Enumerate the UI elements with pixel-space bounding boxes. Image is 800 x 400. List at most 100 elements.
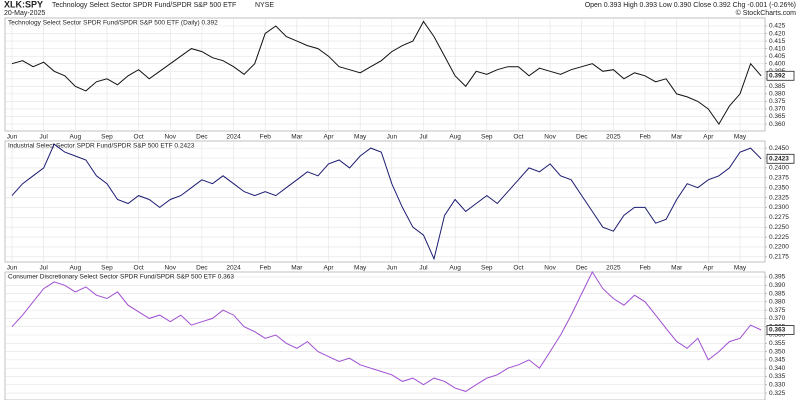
y-tick-label: 0.2400 — [769, 165, 789, 172]
y-tick-label: 0.400 — [769, 60, 786, 67]
y-tick-label: 0.410 — [769, 45, 786, 52]
security-name: Technology Select Sector SPDR Fund/SPDR … — [52, 2, 236, 9]
x-tick-label: Sep — [481, 134, 493, 141]
x-tick-label: May — [734, 134, 747, 141]
x-tick-label: Dec — [576, 134, 588, 141]
y-tick-label: 0.375 — [769, 307, 786, 314]
x-tick-label: Feb — [639, 265, 651, 272]
date: 20-May-2025 — [4, 10, 45, 17]
x-tick-label: Mar — [291, 265, 303, 272]
y-tick-label: 0.2325 — [769, 194, 789, 201]
x-tick-label: 2025 — [606, 134, 621, 141]
y-tick-label: 0.2175 — [769, 254, 789, 261]
x-tick-label: Jun — [7, 134, 18, 141]
y-tick-label: 0.375 — [769, 98, 786, 105]
price-line — [11, 143, 762, 261]
x-tick-label: Feb — [639, 134, 651, 141]
y-tick-label: 0.385 — [769, 290, 786, 297]
y-tick-label: 0.360 — [769, 332, 786, 339]
x-tick-label: Jul — [39, 134, 48, 141]
x-tick-label: 2025 — [606, 265, 621, 272]
x-tick-label: Nov — [544, 134, 556, 141]
last-value-box — [766, 70, 795, 81]
x-tick-label: Apr — [703, 265, 714, 272]
x-tick-label: Sep — [481, 265, 493, 272]
y-tick-label: 0.385 — [769, 83, 786, 90]
panel-frame — [4, 140, 766, 263]
y-tick-label: 0.2200 — [769, 244, 789, 251]
y-tick-label: 0.395 — [769, 274, 786, 281]
last-value-label: 0.392 — [769, 73, 786, 80]
symbol: XLK:SPY — [4, 0, 43, 9]
y-tick-label: 0.2250 — [769, 224, 789, 231]
last-value-box — [766, 325, 795, 335]
x-tick-label: Mar — [291, 134, 303, 141]
y-tick-label: 0.335 — [769, 373, 786, 380]
x-tick-label: Apr — [323, 265, 334, 272]
x-tick-label: Nov — [164, 134, 176, 141]
price-line — [11, 20, 762, 126]
y-tick-label: 0.420 — [769, 30, 786, 37]
last-value-label: 0.2423 — [769, 156, 789, 163]
x-tick-label: 2024 — [226, 265, 241, 272]
y-tick-label: 0.2350 — [769, 184, 789, 191]
y-tick-label: 0.340 — [769, 365, 786, 372]
x-tick-label: Sep — [101, 265, 113, 272]
x-tick-label: Jul — [419, 134, 428, 141]
quote: Open 0.393 High 0.393 Low 0.390 Close 0.… — [585, 2, 796, 9]
y-tick-label: 0.350 — [769, 348, 786, 355]
x-tick-label: Jul — [419, 265, 428, 272]
price-line — [11, 270, 762, 392]
y-tick-label: 0.365 — [769, 113, 786, 120]
x-tick-label: Feb — [260, 134, 272, 141]
last-value-label: 0.363 — [769, 327, 786, 334]
panel-title: Technology Select Sector SPDR Fund/SPDR … — [8, 20, 218, 27]
x-tick-label: Nov — [544, 265, 556, 272]
x-tick-label: Sep — [101, 134, 113, 141]
x-tick-label: Feb — [260, 265, 272, 272]
x-tick-label: Aug — [449, 134, 461, 141]
x-tick-label: Apr — [703, 134, 714, 141]
y-tick-label: 0.380 — [769, 299, 786, 306]
y-tick-label: 0.390 — [769, 282, 786, 289]
x-tick-label: Apr — [323, 134, 334, 141]
y-tick-label: 0.355 — [769, 340, 786, 347]
y-tick-label: 0.380 — [769, 91, 786, 98]
x-tick-label: Mar — [671, 265, 683, 272]
y-tick-label: 0.2450 — [769, 145, 789, 152]
y-tick-label: 0.2300 — [769, 204, 789, 211]
x-tick-label: Oct — [513, 134, 523, 141]
panel-title: Industrial Select Sector SPDR Fund/SPDR … — [8, 143, 195, 150]
x-tick-label: Aug — [70, 134, 82, 141]
x-tick-label: 2024 — [226, 134, 241, 141]
x-tick-label: Dec — [196, 265, 208, 272]
y-tick-label: 0.325 — [769, 390, 786, 397]
panel-title: Consumer Discretionary Select Sector SPD… — [8, 274, 234, 281]
x-tick-label: Dec — [196, 134, 208, 141]
y-tick-label: 0.415 — [769, 38, 786, 45]
x-tick-label: Aug — [70, 265, 82, 272]
x-tick-label: Jun — [387, 265, 398, 272]
y-tick-label: 0.2225 — [769, 234, 789, 241]
x-tick-label: Jun — [387, 134, 398, 141]
y-tick-label: 0.370 — [769, 106, 786, 113]
x-tick-label: Mar — [671, 134, 683, 141]
y-tick-label: 0.2275 — [769, 214, 789, 221]
x-tick-label: Jun — [7, 265, 18, 272]
last-value-box — [766, 153, 795, 164]
x-tick-label: Nov — [164, 265, 176, 272]
y-tick-label: 0.330 — [769, 381, 786, 388]
panel-frame — [4, 271, 766, 400]
x-tick-label: Dec — [576, 265, 588, 272]
exchange: NYSE — [255, 2, 274, 9]
y-tick-label: 0.345 — [769, 357, 786, 364]
x-tick-label: Aug — [449, 265, 461, 272]
x-tick-label: Oct — [513, 265, 523, 272]
credit: © StockCharts.com — [736, 9, 797, 17]
panel-frame — [4, 17, 766, 132]
y-tick-label: 0.370 — [769, 315, 786, 322]
x-tick-label: May — [734, 265, 747, 272]
x-tick-label: May — [354, 134, 367, 141]
